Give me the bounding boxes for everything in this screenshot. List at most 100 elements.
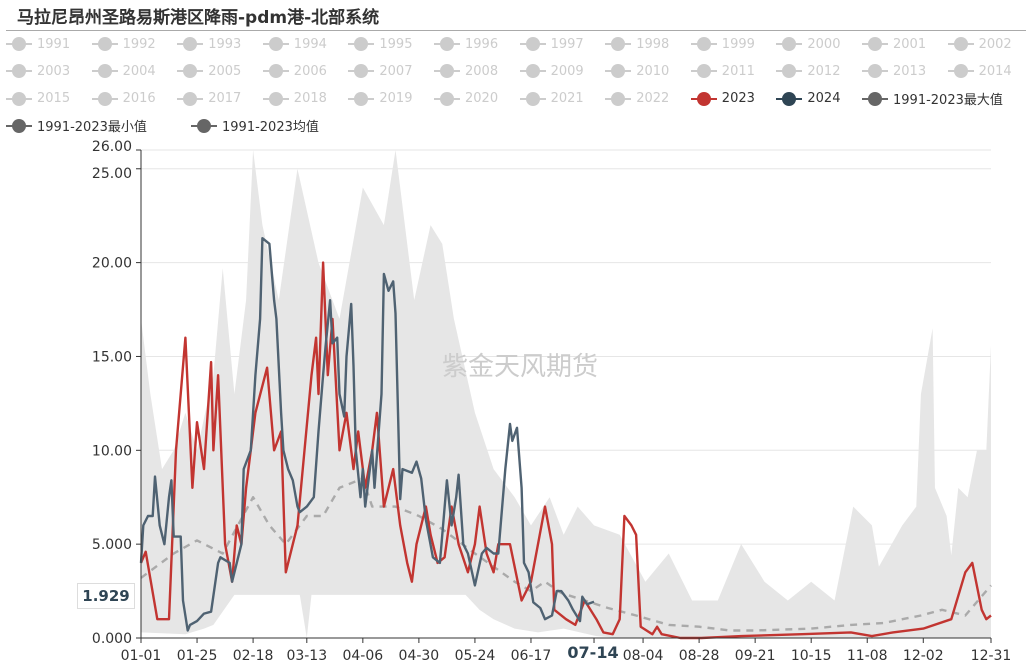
y-tick-label: 5.000 <box>92 537 132 553</box>
legend-item-2008[interactable]: 2008 <box>434 62 498 80</box>
legend-symbol-icon <box>690 91 717 106</box>
legend-symbol-icon <box>177 91 204 106</box>
x-tick-label: 01-01 <box>121 648 162 664</box>
legend-symbol-icon <box>348 91 375 106</box>
legend-item-1991-2023均值[interactable]: 1991-2023均值 <box>191 117 319 135</box>
legend-item-2017[interactable]: 2017 <box>177 90 241 108</box>
x-tick-label: 12-31 <box>971 648 1012 664</box>
legend-label: 1991 <box>37 36 71 52</box>
legend-symbol-icon <box>862 91 888 106</box>
legend-item-1997[interactable]: 1997 <box>519 35 584 53</box>
x-tick-label: 12-02 <box>903 648 944 664</box>
legend-label: 1991-2023均值 <box>222 120 319 136</box>
legend-item-2021[interactable]: 2021 <box>519 90 584 108</box>
legend-item-2011[interactable]: 2011 <box>690 62 755 80</box>
series-mean-line <box>140 477 992 632</box>
legend-item-1991[interactable]: 1991 <box>6 35 70 53</box>
legend-item-1998[interactable]: 1998 <box>605 35 669 53</box>
legend-item-2004[interactable]: 2004 <box>91 62 156 80</box>
y-tick-label: 0.000 <box>92 631 132 647</box>
legend-item-2018[interactable]: 2018 <box>262 90 327 108</box>
watermark: 紫金天风期货 <box>442 352 598 382</box>
legend-symbol-icon <box>262 91 289 106</box>
legend-item-2009[interactable]: 2009 <box>519 62 584 80</box>
legend-label: 2017 <box>208 91 242 107</box>
legend-label: 2004 <box>122 63 156 79</box>
legend-symbol-icon <box>262 64 289 79</box>
x-tick-label: 04-06 <box>342 648 383 664</box>
legend-item-2005[interactable]: 2005 <box>177 62 241 80</box>
legend-item-2003[interactable]: 2003 <box>6 62 70 80</box>
legend-item-2013[interactable]: 2013 <box>862 62 926 80</box>
legend-symbol-icon <box>262 37 289 51</box>
legend-item-1999[interactable]: 1999 <box>690 35 755 53</box>
legend-label: 1997 <box>550 36 584 52</box>
legend-item-2019[interactable]: 2019 <box>348 90 412 108</box>
legend-item-2023[interactable]: 2023 <box>690 90 755 108</box>
legend-item-1993[interactable]: 1993 <box>177 35 241 53</box>
x-tick-label: 09-21 <box>735 648 776 664</box>
legend-item-2007[interactable]: 2007 <box>348 62 412 80</box>
legend-symbol-icon <box>91 37 118 51</box>
legend-label: 1996 <box>465 36 499 52</box>
legend-symbol-icon <box>91 91 118 106</box>
legend-symbol-icon <box>519 37 546 51</box>
legend-item-2002[interactable]: 2002 <box>947 35 1012 53</box>
legend-symbol-icon <box>519 91 546 106</box>
legend-label: 2016 <box>122 91 156 107</box>
legend-item-2006[interactable]: 2006 <box>262 62 327 80</box>
legend-item-2000[interactable]: 2000 <box>776 35 840 53</box>
legend-label: 2018 <box>293 91 327 107</box>
legend-item-1992[interactable]: 1992 <box>91 35 156 53</box>
y-tick-label: 15.00 <box>92 349 132 365</box>
legend-symbol-icon <box>348 37 375 51</box>
legend-symbol-icon <box>6 64 32 79</box>
min-area <box>141 594 991 638</box>
legend-item-2014[interactable]: 2014 <box>947 62 1012 80</box>
legend-symbol-icon <box>947 37 974 51</box>
legend-symbol-icon <box>947 64 974 79</box>
legend-label: 2007 <box>379 63 413 79</box>
x-tick-label: 05-24 <box>455 648 496 664</box>
legend-item-1995[interactable]: 1995 <box>348 35 412 53</box>
legend-symbol-icon <box>776 64 803 79</box>
legend-item-1994[interactable]: 1994 <box>262 35 327 53</box>
legend-symbol-icon <box>177 37 204 51</box>
x-tick-label: 08-28 <box>679 648 720 664</box>
legend-item-2024[interactable]: 2024 <box>776 90 840 108</box>
legend-label: 2024 <box>807 91 841 107</box>
legend-item-2001[interactable]: 2001 <box>862 35 926 53</box>
axis-pointer-x-label: 07-14 <box>567 643 619 662</box>
legend-label: 2019 <box>379 91 413 107</box>
legend-symbol-icon <box>434 91 460 106</box>
legend-label: 1993 <box>208 36 242 52</box>
legend-item-1991-2023最小值[interactable]: 1991-2023最小值 <box>6 117 147 135</box>
legend-label: 2013 <box>893 63 927 79</box>
max-area <box>141 150 991 638</box>
legend-label: 1999 <box>721 36 755 52</box>
legend-symbol-icon <box>348 64 375 79</box>
chart-title: 马拉尼昂州圣路易斯港区降雨-pdm港-北部系统 <box>17 8 380 28</box>
legend-symbol-icon <box>91 64 118 79</box>
x-tick-label: 08-04 <box>623 648 664 664</box>
x-tick-label: 10-15 <box>791 648 832 664</box>
legend-label: 2021 <box>550 91 584 107</box>
legend-label: 2003 <box>37 63 71 79</box>
legend-symbol-icon <box>434 37 460 51</box>
legend-symbol-icon <box>519 64 546 79</box>
legend-label: 2023 <box>721 91 755 107</box>
legend-symbol-icon <box>6 91 32 106</box>
y-tick-label: 10.00 <box>92 443 132 459</box>
legend-item-2010[interactable]: 2010 <box>605 62 669 80</box>
legend-item-2022[interactable]: 2022 <box>605 90 669 108</box>
legend-item-2015[interactable]: 2015 <box>6 90 70 108</box>
legend-symbol-icon <box>191 118 217 133</box>
legend-symbol-icon <box>776 91 803 106</box>
legend-item-2016[interactable]: 2016 <box>91 90 156 108</box>
legend-item-2020[interactable]: 2020 <box>434 90 498 108</box>
legend-item-2012[interactable]: 2012 <box>776 62 840 80</box>
legend-item-1996[interactable]: 1996 <box>434 35 498 53</box>
legend-symbol-icon <box>6 37 32 51</box>
legend-item-1991-2023最大值[interactable]: 1991-2023最大值 <box>862 90 1003 108</box>
